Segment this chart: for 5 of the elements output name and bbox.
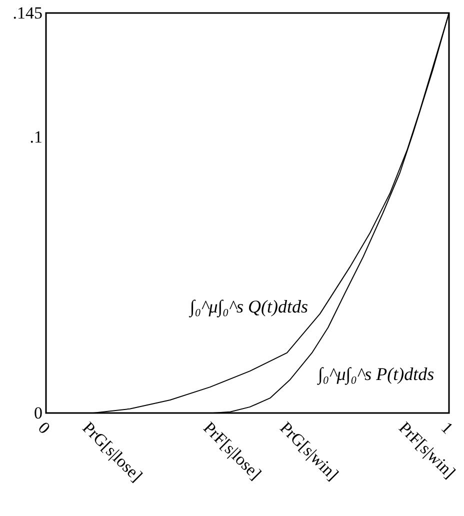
y-tick-label: .1 <box>30 128 42 147</box>
y-tick-label: .145 <box>12 4 42 22</box>
series-label: ∫₀^μ∫₀^s Q(t)dtds <box>188 296 308 318</box>
y-tick-label: 0 <box>34 404 42 422</box>
series-label: ∫₀^μ∫₀^s P(t)dtds <box>316 364 434 385</box>
